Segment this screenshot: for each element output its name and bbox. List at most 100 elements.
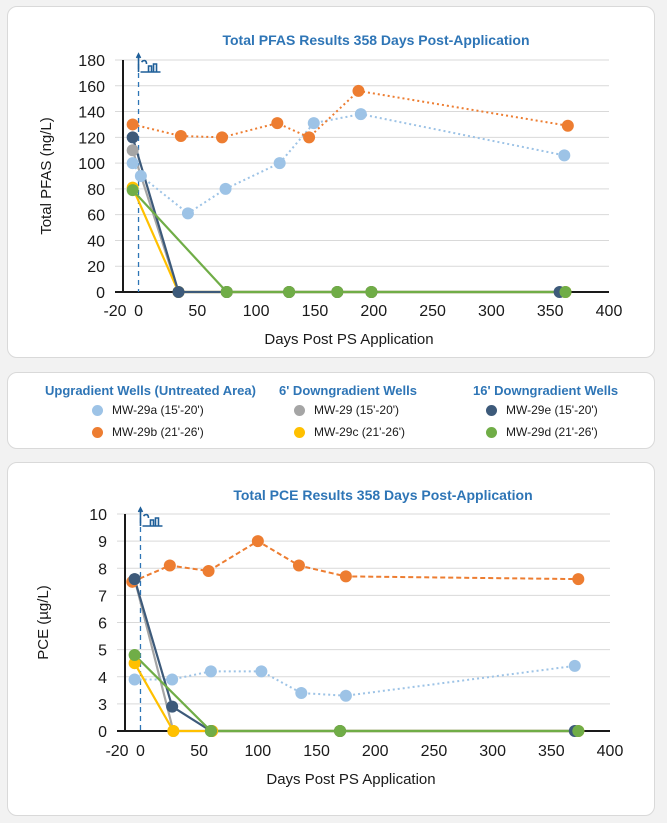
- data-point: [181, 207, 194, 220]
- legend-label: MW-29c (21'-26'): [314, 425, 406, 439]
- series-line-1: [132, 89, 568, 139]
- series-line-1: [131, 539, 579, 583]
- series-line-3: [131, 187, 566, 294]
- legend-card: Upgradient Wells (Untreated Area) MW-29a…: [7, 372, 655, 449]
- data-point: [572, 573, 585, 586]
- pfas-chart-card: Total PFAS Results 358 Days Post-Applica…: [7, 6, 655, 358]
- pce-chart: Total PCE Results 358 Days Post-Applicat…: [35, 487, 624, 788]
- y-tick-label: 40: [87, 233, 105, 250]
- data-point: [126, 118, 139, 131]
- legend-marker: [486, 404, 497, 416]
- series-line-5: [131, 189, 566, 294]
- x-tick-label: -20: [103, 303, 126, 320]
- data-point: [334, 725, 347, 737]
- x-tick-label: 200: [360, 303, 387, 320]
- y-tick-label: 160: [78, 79, 105, 96]
- legend-item-mw-29: MW-29 (15'-20'): [294, 403, 399, 417]
- data-point: [166, 673, 179, 686]
- y-axis-label: PCE (µg/L): [35, 585, 52, 660]
- series-line-2: [131, 149, 566, 294]
- data-point: [352, 84, 365, 97]
- data-point: [568, 659, 581, 672]
- y-tick-label: 100: [78, 156, 105, 173]
- y-tick-label: 8: [98, 561, 107, 578]
- x-tick-label: 300: [478, 303, 505, 320]
- series-line-0: [134, 664, 575, 697]
- x-tick-label: 50: [188, 303, 206, 320]
- data-point: [273, 157, 286, 170]
- chart-title: Total PFAS Results 358 Days Post-Applica…: [222, 32, 529, 48]
- legend-item-mw-29e: MW-29e (15'-20'): [486, 403, 598, 417]
- data-point: [128, 673, 141, 686]
- x-tick-label: 100: [245, 743, 272, 760]
- data-point: [126, 131, 139, 144]
- application-icon: [137, 506, 163, 527]
- data-point: [126, 144, 139, 157]
- data-point: [331, 286, 344, 298]
- x-tick-label: -20: [105, 743, 128, 760]
- data-point: [559, 286, 572, 298]
- legend-item-mw-29d: MW-29d (21'-26'): [486, 425, 598, 439]
- series-line-4: [133, 578, 575, 733]
- data-point: [339, 570, 352, 583]
- legend-item-mw-29c: MW-29c (21'-26'): [294, 425, 405, 439]
- x-tick-label: 400: [596, 303, 623, 320]
- series-line-5: [133, 654, 579, 733]
- data-point: [202, 564, 215, 577]
- data-point: [339, 689, 352, 702]
- data-point: [167, 725, 180, 737]
- y-tick-label: 20: [87, 259, 105, 276]
- data-point: [251, 535, 264, 548]
- y-tick-label: 0: [96, 285, 105, 302]
- pfas-chart: Total PFAS Results 358 Days Post-Applica…: [38, 32, 623, 348]
- y-tick-label: 140: [78, 105, 105, 122]
- legend-group-upgradient-title: Upgradient Wells (Untreated Area): [45, 383, 256, 398]
- y-tick-label: 6: [98, 616, 107, 633]
- x-tick-label: 400: [597, 743, 624, 760]
- y-axis-label: Total PFAS (ng/L): [38, 117, 55, 235]
- legend-item-mw-29b: MW-29b (21'-26'): [92, 425, 204, 439]
- application-icon-path: [135, 52, 161, 73]
- data-point: [166, 700, 179, 713]
- legend-label: MW-29d (21'-26'): [506, 425, 598, 439]
- data-point: [558, 149, 571, 162]
- y-tick-label: 0: [98, 724, 107, 741]
- legend-item-mw-29a: MW-29a (15'-20'): [92, 403, 204, 417]
- legend-marker: [92, 404, 103, 416]
- legend-label: MW-29e (15'-20'): [506, 403, 598, 417]
- data-point: [204, 665, 217, 678]
- y-tick-label: 10: [89, 507, 107, 524]
- legend-group-6ft-title: 6' Downgradient Wells: [279, 383, 417, 398]
- data-point: [220, 286, 233, 298]
- x-axis-label: Days Post PS Application: [264, 331, 433, 348]
- data-point: [292, 559, 305, 572]
- data-point: [128, 573, 141, 586]
- legend-marker: [294, 426, 305, 438]
- y-tick-label: 120: [78, 130, 105, 147]
- legend-marker: [92, 426, 103, 438]
- y-tick-label: 60: [87, 208, 105, 225]
- application-icon: [135, 52, 161, 73]
- x-tick-label: 350: [537, 303, 564, 320]
- data-point: [295, 687, 308, 700]
- x-tick-label: 0: [136, 743, 145, 760]
- y-tick-label: 80: [87, 182, 105, 199]
- application-icon-path: [137, 506, 163, 527]
- y-tick-label: 7: [98, 588, 107, 605]
- data-point: [126, 157, 139, 170]
- series-line-0: [131, 113, 565, 215]
- y-tick-label: 4: [98, 670, 107, 687]
- x-axis-label: Days Post PS Application: [266, 771, 435, 788]
- data-point: [365, 286, 378, 298]
- data-point: [572, 725, 585, 737]
- x-tick-label: 250: [419, 303, 446, 320]
- x-tick-label: 250: [421, 743, 448, 760]
- data-point: [271, 117, 284, 130]
- x-tick-label: 0: [134, 303, 143, 320]
- data-point: [307, 117, 320, 130]
- legend-label: MW-29b (21'-26'): [112, 425, 204, 439]
- data-point: [126, 184, 139, 197]
- data-point: [283, 286, 296, 298]
- legend-marker: [294, 404, 305, 416]
- data-point: [128, 649, 141, 662]
